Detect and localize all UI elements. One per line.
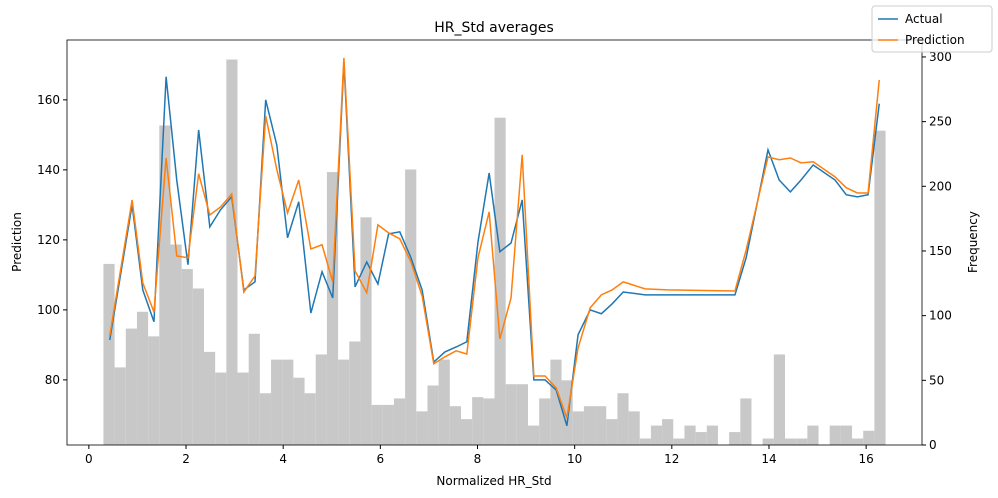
histogram-bar [136,311,149,445]
y-tick-label: 80 [45,373,60,387]
histogram-bar [326,172,339,445]
histogram-bar [170,244,182,445]
histogram-bar [114,367,126,445]
x-tick-label: 16 [858,452,873,466]
histogram-bar [405,169,417,445]
histogram-bar [639,438,651,445]
x-tick-label: 12 [664,452,679,466]
histogram-bar [159,125,171,445]
histogram-bar [371,404,383,445]
histogram-bar [773,354,786,445]
y2-tick-label: 250 [929,115,952,129]
series-line [109,57,880,419]
legend-label: Actual [905,12,943,26]
histogram-bar [304,393,316,445]
histogram-bar [528,425,540,445]
histogram-bar [650,425,663,445]
histogram-bar [785,438,797,445]
legend-label: Prediction [905,33,965,47]
histogram-bar [583,406,596,445]
histogram-bar [427,385,439,445]
x-tick-label: 0 [85,452,93,466]
histogram-bar [762,438,774,445]
histogram-bar [706,425,718,445]
histogram-bar [494,117,506,445]
histogram-bar [271,359,283,445]
histogram-bar [550,359,562,445]
x-tick-label: 4 [279,452,287,466]
histogram-bar [807,425,819,445]
y-tick-label: 100 [37,303,60,317]
histogram-bar [695,432,707,445]
y2-tick-label: 50 [929,373,944,387]
y-axis-label: Prediction [10,212,24,272]
y-tick-label: 160 [37,93,60,107]
histogram-bar [863,430,875,445]
histogram-bar [595,406,607,445]
plot-frame [66,39,923,446]
histogram-bar [505,384,517,445]
histogram-bar [203,351,216,445]
x-tick-label: 14 [761,452,776,466]
histogram-bar [282,359,294,445]
histogram-bar [673,438,685,445]
histogram-bar [215,372,227,445]
y2-tick-label: 200 [929,179,952,193]
y2-axis-label: Frequency [966,211,980,273]
y-tick-label: 120 [37,233,60,247]
histogram-bar [796,438,808,445]
histogram-bar [438,359,450,445]
histogram-bar [315,354,327,445]
histogram-bar [338,359,350,445]
histogram-bar [449,406,461,445]
histogram-bar [472,397,484,445]
x-axis-label: Normalized HR_Std [436,474,551,488]
histogram-bar [874,130,886,445]
histogram-bar [460,419,473,445]
histogram-bar [729,432,741,445]
histogram-bar [181,269,193,445]
histogram-bar [829,425,841,445]
legend-box [871,5,993,53]
series-line [109,61,880,426]
histogram-bar [483,398,495,445]
histogram-bar [628,411,640,445]
x-tick-label: 6 [377,452,385,466]
histogram-bar [148,336,160,445]
histogram-bar [393,398,406,445]
chart-title: HR_Std averages [434,20,554,36]
y2-tick-label: 100 [929,309,952,323]
x-tick-label: 2 [182,452,190,466]
histogram-bar [572,411,584,445]
histogram-bar [740,398,752,445]
histogram-bar [237,372,249,445]
histogram-bar [606,419,618,445]
y2-tick-label: 300 [929,50,952,64]
x-tick-label: 10 [567,452,582,466]
histogram-bar [259,393,272,445]
histogram-bar [125,328,137,445]
histogram-bar [248,333,260,445]
histogram-bar [617,393,629,445]
y2-tick-label: 150 [929,244,952,258]
histogram-bar [684,425,696,445]
histogram-bar [852,438,864,445]
histogram-bar [539,398,551,445]
histogram-bar [293,377,305,445]
histogram-bar [192,288,204,445]
histogram-bar [416,411,428,445]
y2-tick-label: 0 [929,438,937,452]
histogram-bar [516,384,529,445]
histogram-bar [382,404,394,445]
histogram-bar [226,59,238,445]
x-tick-label: 8 [474,452,482,466]
histogram-bar [349,341,361,445]
y-tick-label: 140 [37,163,60,177]
histogram-bar [103,263,115,445]
histogram-bar [662,419,674,445]
histogram-bar [840,425,853,445]
histogram-bar [360,217,372,445]
